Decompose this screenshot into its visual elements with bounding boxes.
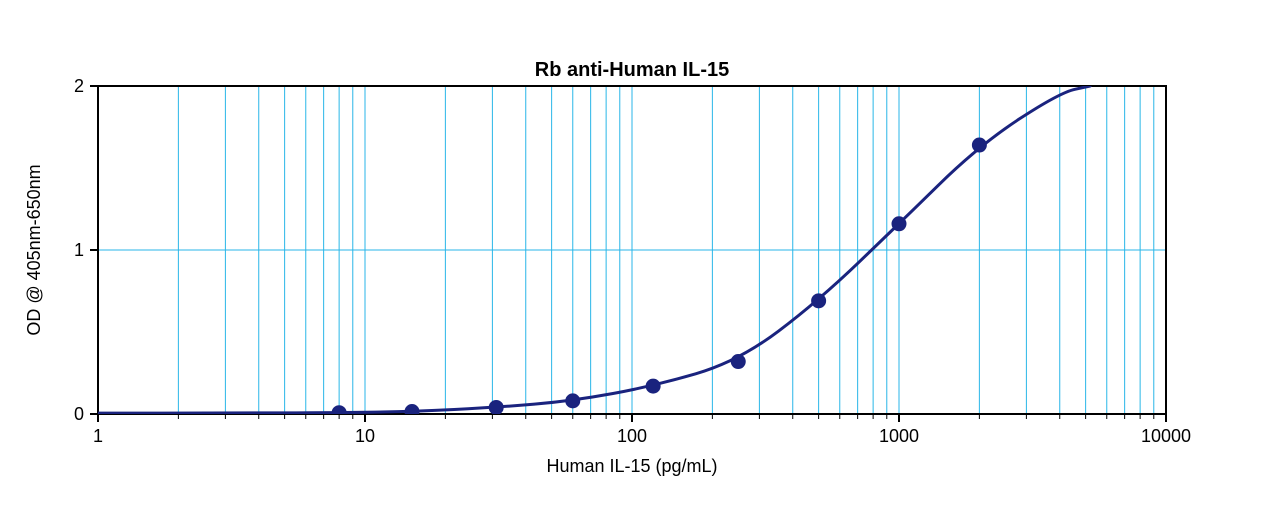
chart-title: Rb anti-Human IL-15 (535, 59, 729, 81)
chart-container: 110100100010000012Rb anti-Human IL-15Hum… (0, 0, 1280, 513)
y-tick-label: 1 (74, 240, 84, 260)
series-marker (972, 138, 986, 152)
series-marker (812, 294, 826, 308)
x-tick-label: 100 (617, 426, 647, 446)
x-tick-label: 10 (355, 426, 375, 446)
y-axis-label: OD @ 405nm-650nm (24, 164, 44, 335)
y-tick-label: 2 (74, 76, 84, 96)
y-tick-label: 0 (74, 404, 84, 424)
series-marker (892, 217, 906, 231)
x-tick-label: 1000 (879, 426, 919, 446)
series-marker (489, 400, 503, 414)
series-marker (731, 355, 745, 369)
series-marker (646, 379, 660, 393)
x-axis-label: Human IL-15 (pg/mL) (546, 456, 717, 476)
x-tick-label: 10000 (1141, 426, 1191, 446)
series-marker (566, 394, 580, 408)
x-tick-label: 1 (93, 426, 103, 446)
chart-svg: 110100100010000012Rb anti-Human IL-15Hum… (0, 0, 1280, 513)
